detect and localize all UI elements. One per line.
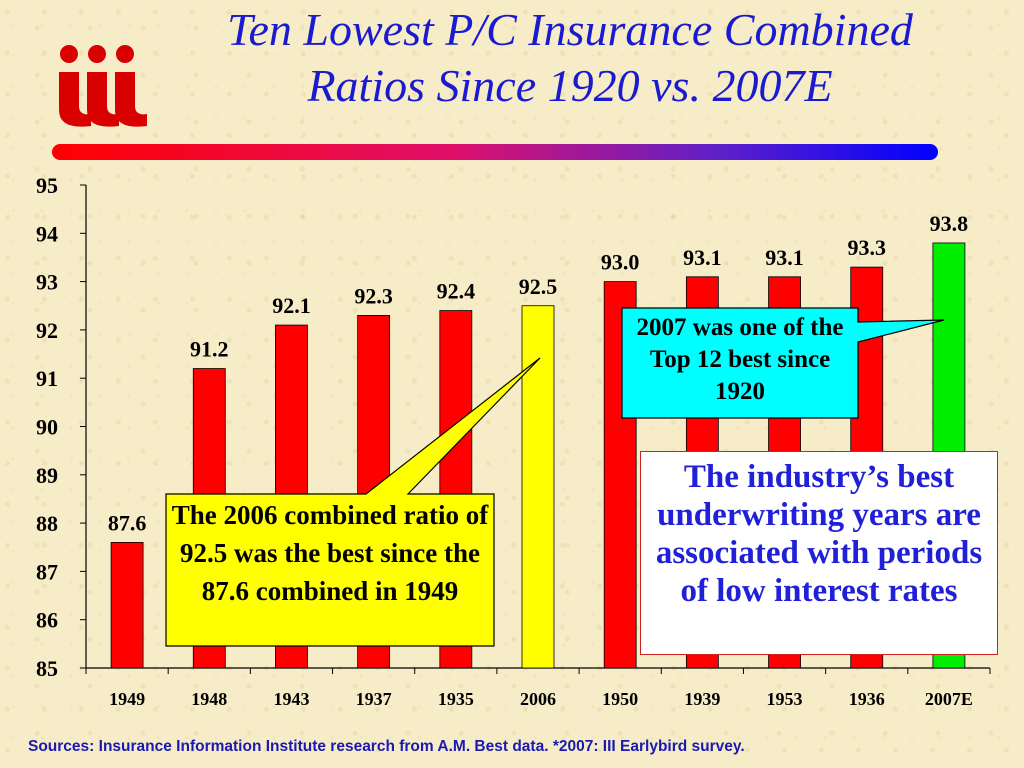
bar-value-label: 91.2 [190, 337, 229, 362]
callout-2007-note: 2007 was one of the Top 12 best since 19… [636, 314, 844, 405]
y-tick-label: 88 [36, 511, 58, 536]
x-tick-label: 1935 [438, 689, 474, 709]
title-line-1: Ten Lowest P/C Insurance Combined [227, 4, 913, 55]
y-tick-label: 91 [36, 366, 58, 391]
bar-value-label: 93.1 [765, 245, 804, 270]
bar-value-label: 92.3 [354, 283, 393, 308]
y-tick-label: 90 [36, 415, 58, 440]
callout-2007-box [621, 307, 945, 419]
y-tick-label: 93 [36, 270, 58, 295]
y-tick-label: 86 [36, 608, 58, 633]
y-tick-label: 94 [36, 221, 58, 246]
y-tick-label: 92 [36, 318, 58, 343]
x-tick-label: 1939 [684, 689, 720, 709]
bar-value-label: 87.6 [108, 510, 147, 535]
source-footnote: Sources: Insurance Information Institute… [28, 738, 745, 755]
bar [521, 305, 555, 669]
y-tick-label: 95 [36, 173, 58, 198]
bar [110, 542, 144, 669]
bar-value-label: 92.5 [519, 274, 558, 299]
bar-value-label: 93.0 [601, 250, 640, 275]
x-tick-label: 2006 [520, 689, 556, 709]
title-line-2: Ratios Since 1920 vs. 2007E [307, 60, 833, 111]
x-tick-label: 1953 [767, 689, 803, 709]
title-divider-bar [52, 144, 938, 160]
bar-value-label: 92.1 [272, 293, 311, 318]
bar-value-label: 93.1 [683, 245, 722, 270]
bar-value-label: 93.8 [930, 211, 969, 236]
callout-2006-box [165, 357, 541, 647]
bar-value-label: 93.3 [847, 235, 886, 260]
x-tick-label: 1936 [849, 689, 885, 709]
x-tick-label: 1948 [191, 689, 227, 709]
x-tick-label: 1943 [273, 689, 309, 709]
y-tick-label: 87 [36, 559, 58, 584]
iii-logo [59, 45, 147, 127]
x-tick-label: 1949 [109, 689, 145, 709]
y-tick-label: 89 [36, 463, 58, 488]
industry-note-box: The industry’s best underwriting years a… [640, 451, 998, 655]
bar-value-label: 92.4 [437, 279, 476, 304]
callout-2006-note: The 2006 combined ratio of 92.5 was the … [171, 500, 489, 606]
x-tick-label: 2007E [925, 689, 973, 709]
y-tick-label: 85 [36, 656, 58, 681]
slide-title: Ten Lowest P/C Insurance Combined Ratios… [130, 2, 1010, 114]
x-tick-label: 1937 [356, 689, 392, 709]
x-tick-label: 1950 [602, 689, 638, 709]
